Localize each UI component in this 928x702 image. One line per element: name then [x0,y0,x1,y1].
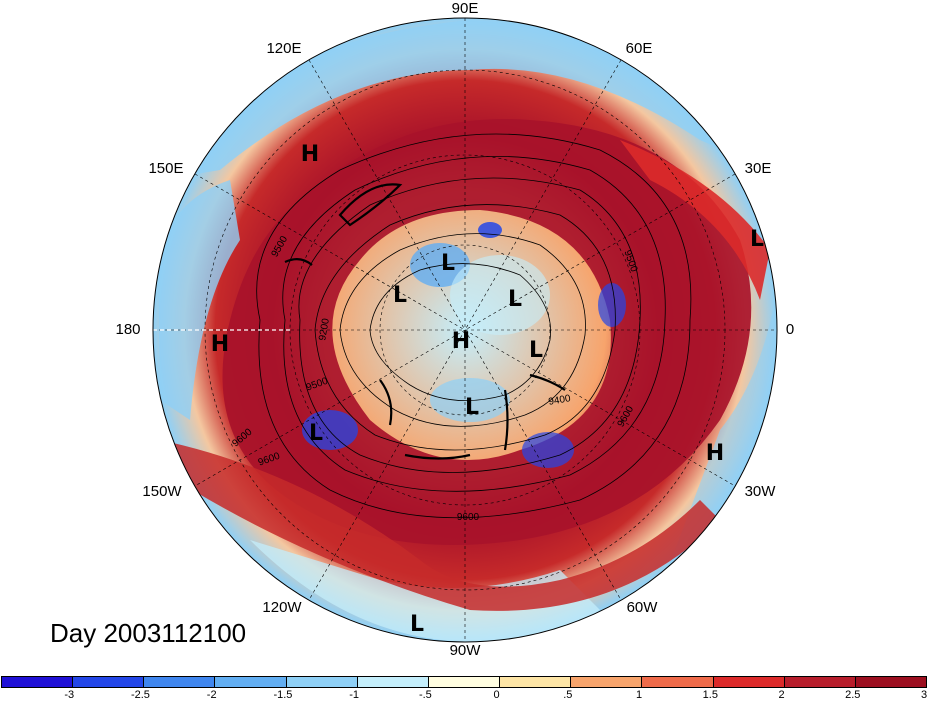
colorbar-tick-label: -1.5 [273,689,293,701]
date-label: Day 2003112100 [50,618,247,648]
longitude-label: 60W [627,599,659,616]
colorbar-swatch [73,677,145,687]
low-pressure-label: L [508,287,522,312]
globe-border [152,17,778,643]
contour-value-label: 9200 [317,317,332,341]
colorbar-swatch [855,677,927,687]
colorbar-swatch [571,677,643,687]
jet-contours [284,183,566,460]
colorbar-tick-label: 1.5 [702,689,718,701]
colorbar-swatch [500,677,572,687]
contour-value-label: 9600 [457,512,480,523]
graticule [153,18,777,642]
colorbar-swatch [2,677,74,687]
colorbar-swatch [428,677,501,687]
colorbar-tick-label: 2.5 [845,689,861,701]
colorbar-tick-label: -.5 [418,689,432,701]
pressure-system-labels: HHHHLLLLLLLLL [211,142,764,637]
contour-value-label: 9400 [548,393,572,408]
colorbar-tick-label: .5 [563,689,573,701]
longitude-label: 120W [262,599,302,616]
colorbar-swatch [215,677,287,687]
longitude-labels: 90E 60E 30E 0 30W 60W 90W 120W 150W 180 150E 120E [115,0,794,659]
longitude-label: 90W [450,642,482,659]
colorbar-swatch [144,677,216,687]
colorbar-tick-label: 3 [920,689,928,701]
colorbar-swatch [713,677,785,687]
low-pressure-label: L [750,227,764,252]
longitude-label: 30E [745,160,772,177]
high-pressure-label: H [452,329,470,354]
colorbar [1,676,927,688]
colorbar-swatch [286,677,358,687]
longitude-label: 150E [148,160,183,177]
low-pressure-label: L [410,612,424,637]
low-pressure-label: L [465,395,479,420]
longitude-label: 30W [745,483,777,500]
colorbar-swatch [784,677,856,687]
high-pressure-label: H [211,332,229,357]
high-pressure-label: H [706,441,724,466]
high-pressure-label: H [301,142,319,167]
low-pressure-label: L [309,421,323,446]
low-pressure-label: L [393,283,407,308]
colorbar-tick-label: -3 [64,689,75,701]
longitude-label: 120E [266,40,301,57]
colorbar-swatch [642,677,714,687]
colorbar-tick-label: -2 [206,689,217,701]
colorbar-tick-label: 2 [778,689,785,701]
longitude-label: 0 [786,321,794,338]
longitude-label: 60E [626,40,653,57]
colorbar-swatch [357,677,429,687]
longitude-label: 90E [452,0,479,17]
colorbar-tick-label: -1 [349,689,360,701]
colorbar-ticks: -3 -2.5 -2 -1.5 -1 -.5 0 .5 1 1.5 2 2.5 3 [0,689,928,702]
low-pressure-label: L [441,251,455,276]
colorbar-tick-label: 0 [493,689,500,701]
low-pressure-label: L [529,338,543,363]
longitude-label: 180 [115,321,140,338]
colorbar-tick-label: -2.5 [130,689,150,701]
longitude-label: 150W [142,483,182,500]
colorbar-tick-label: 1 [636,689,643,701]
